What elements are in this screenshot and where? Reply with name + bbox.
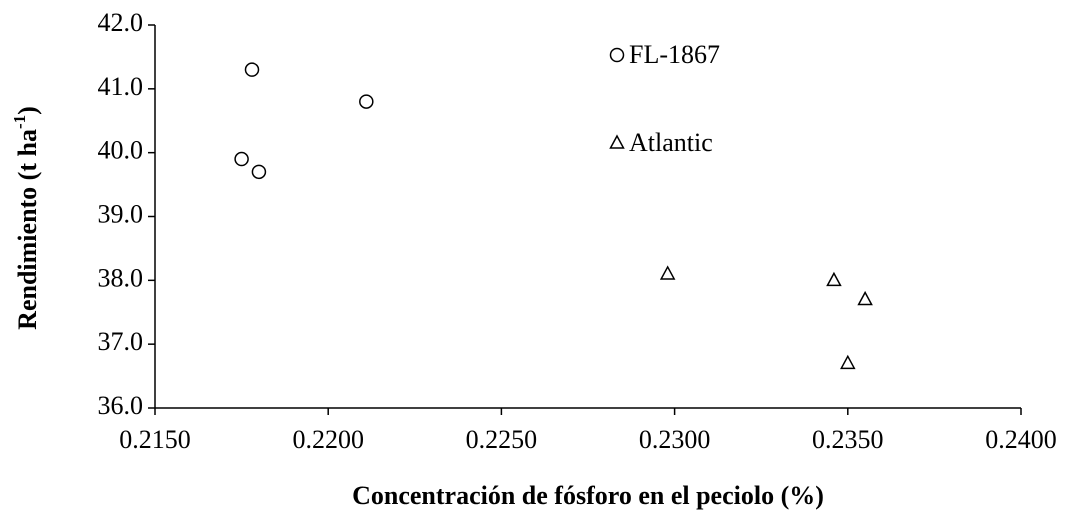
legend-marker [609,47,625,63]
legend-label: Atlantic [629,128,713,157]
x-tick-label: 0.2150 [119,425,191,454]
y-axis-title-sup: -1 [10,115,29,129]
y-tick-label: 37.0 [98,327,144,356]
legend-label: FL-1867 [629,40,720,69]
x-tick-label: 0.2200 [292,425,364,454]
x-tick-label: 0.2350 [812,425,884,454]
point [234,151,249,167]
point [857,290,873,306]
y-axis-title: Rendimiento (t ha-1) [10,106,42,330]
point [244,62,260,77]
point [659,265,676,280]
y-tick-label: 40.0 [98,136,144,165]
x-tick-label: 0.2400 [985,425,1057,454]
point [840,354,856,370]
point [251,164,267,180]
point [359,94,374,109]
y-tick-label: 36.0 [98,391,144,420]
y-tick-label: 38.0 [98,263,144,292]
y-axis-title-end: ) [13,106,42,115]
y-axis-title-main: Rendimiento (t ha [13,129,42,330]
y-tick-label: 41.0 [98,72,144,101]
x-tick-label: 0.2250 [466,425,538,454]
x-axis-title: Concentración de fósforo en el peciolo (… [352,481,824,510]
x-tick-label: 0.2300 [639,425,711,454]
point [826,271,842,287]
y-tick-label: 42.0 [98,8,144,37]
legend-marker [609,134,625,149]
y-tick-label: 39.0 [98,199,144,228]
